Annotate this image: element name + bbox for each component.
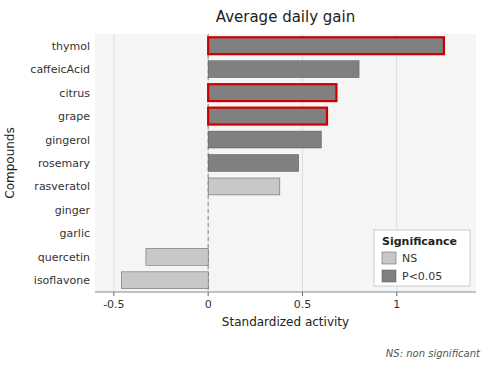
tick-mark xyxy=(396,292,397,296)
bar xyxy=(208,178,280,195)
y-tick-label: grape xyxy=(58,110,90,123)
bar xyxy=(208,225,209,242)
y-tick-label: garlic xyxy=(60,227,90,240)
x-tick-label: 0.5 xyxy=(294,298,312,311)
legend-swatch xyxy=(382,252,396,264)
tick-mark xyxy=(302,292,303,296)
y-tick-label: citrus xyxy=(59,87,90,100)
title: Average daily gain xyxy=(216,8,355,26)
bar xyxy=(208,84,336,101)
y-tick-label: isoflavone xyxy=(34,274,90,287)
bar xyxy=(208,155,299,172)
legend-entry: P<0.05 xyxy=(402,270,442,283)
bar xyxy=(208,201,209,218)
y-tick-label: caffeicAcid xyxy=(30,63,90,76)
legend-swatch xyxy=(382,270,396,282)
y-tick-label: thymol xyxy=(52,40,90,53)
legend: Significance NS P<0.05 xyxy=(374,230,470,286)
chart: -0.5 0 0.5 1 isoflavone quercetin garlic ginger… xyxy=(0,0,488,365)
y-tick-label: quercetin xyxy=(38,251,90,264)
bar xyxy=(121,272,208,289)
y-tick-label: rosemary xyxy=(38,157,90,170)
x-axis-label: Standardized activity xyxy=(222,315,349,329)
x-tick-label: 0 xyxy=(205,298,212,311)
bar xyxy=(208,37,444,54)
x-tick-label: 1 xyxy=(393,298,400,311)
y-axis-label: Compounds xyxy=(3,127,17,198)
legend-title: Significance xyxy=(382,235,457,248)
plot-background xyxy=(95,34,476,292)
x-axis-line xyxy=(95,292,476,293)
y-tick-label: ginger xyxy=(55,204,91,217)
legend-box xyxy=(374,230,470,286)
legend-entry: NS xyxy=(402,252,417,265)
bar xyxy=(208,108,327,125)
bar xyxy=(208,131,321,148)
y-tick-label: gingerol xyxy=(45,134,90,147)
tick-mark xyxy=(113,292,114,296)
bar xyxy=(146,248,208,265)
y-tick-label: rasveratol xyxy=(34,180,90,193)
note: NS: non significant xyxy=(386,348,481,359)
x-tick-label: -0.5 xyxy=(103,298,124,311)
tick-mark xyxy=(208,292,209,296)
bar xyxy=(208,61,359,78)
grid-line xyxy=(113,34,114,292)
